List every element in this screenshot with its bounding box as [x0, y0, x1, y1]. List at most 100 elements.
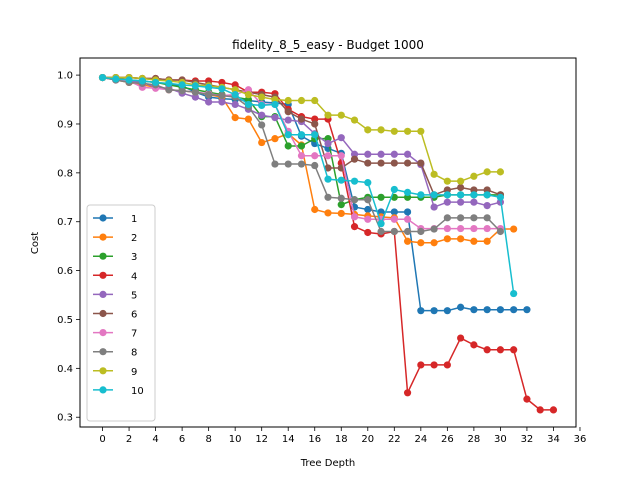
- legend-marker: [99, 252, 107, 260]
- legend: 1 2 3 4 5 6 7 8 9 10: [86, 204, 156, 422]
- legend-label: 3: [131, 252, 137, 263]
- legend-marker: [99, 233, 107, 241]
- data-point: [403, 237, 412, 245]
- data-point: [205, 83, 213, 91]
- data-point: [284, 108, 292, 116]
- data-point: [337, 194, 345, 202]
- legend-label: 8: [131, 348, 137, 359]
- data-point: [483, 346, 491, 354]
- data-point: [403, 215, 412, 223]
- legend-marker: [99, 367, 107, 375]
- data-point: [191, 88, 199, 96]
- data-point: [390, 208, 398, 216]
- data-point: [510, 225, 518, 233]
- data-point: [377, 126, 385, 134]
- data-point: [364, 215, 372, 223]
- x-tick-label: 22: [388, 434, 401, 445]
- data-point: [510, 306, 518, 314]
- data-point: [364, 159, 372, 167]
- x-tick-label: 34: [547, 434, 560, 445]
- y-tick-label: 0.4: [57, 364, 73, 375]
- data-point: [271, 114, 279, 122]
- data-point: [496, 227, 505, 236]
- data-point: [496, 346, 505, 354]
- data-point: [284, 116, 292, 124]
- x-tick-label: 32: [521, 434, 534, 445]
- data-point: [443, 307, 451, 315]
- x-tick-label: 28: [468, 434, 481, 445]
- data-point: [350, 155, 359, 163]
- data-point: [364, 228, 372, 237]
- x-tick-label: 26: [441, 434, 454, 445]
- data-point: [138, 77, 146, 85]
- data-point: [350, 177, 359, 185]
- data-point: [324, 193, 332, 201]
- x-tick-label: 30: [494, 434, 507, 445]
- y-tick-label: 0.3: [57, 413, 73, 424]
- y-tick-label: 0.7: [57, 217, 73, 228]
- data-point: [231, 100, 239, 109]
- data-point: [457, 177, 465, 185]
- legend-marker: [99, 386, 107, 394]
- data-point: [417, 239, 425, 247]
- legend-item: 5: [93, 290, 137, 301]
- legend-marker: [99, 214, 107, 222]
- x-tick-label: 16: [308, 434, 321, 445]
- legend-label: 4: [131, 271, 137, 282]
- data-point: [470, 191, 478, 199]
- data-point: [457, 224, 465, 233]
- data-point: [430, 239, 438, 247]
- data-point: [311, 96, 319, 105]
- series-10: [98, 73, 518, 298]
- data-point: [377, 159, 385, 167]
- x-tick-label: 12: [255, 434, 268, 445]
- legend-label: 1: [131, 214, 137, 225]
- data-point: [457, 334, 465, 342]
- data-point: [457, 235, 465, 243]
- x-tick-label: 18: [335, 434, 348, 445]
- data-point: [258, 138, 266, 147]
- data-point: [364, 196, 372, 204]
- data-point: [297, 96, 306, 105]
- x-tick-label: 36: [574, 434, 587, 445]
- data-point: [430, 170, 438, 178]
- legend-item: 7: [93, 329, 137, 340]
- data-point: [377, 150, 385, 158]
- plot-area: [98, 73, 558, 414]
- plot-frame: [79, 57, 577, 428]
- data-point: [337, 176, 345, 184]
- data-point: [324, 111, 332, 119]
- data-point: [377, 193, 385, 201]
- data-point: [457, 183, 465, 192]
- data-point: [483, 237, 491, 245]
- data-point: [165, 79, 173, 88]
- data-point: [297, 152, 306, 160]
- data-point: [271, 100, 279, 109]
- data-point: [178, 81, 186, 89]
- data-point: [496, 193, 505, 201]
- data-point: [403, 159, 412, 167]
- y-axis: 0.3 0.4 0.5 0.6 0.7 0.8 0.9 1.0: [57, 71, 80, 424]
- y-tick-label: 0.8: [57, 168, 73, 179]
- data-point: [470, 237, 478, 245]
- data-point: [284, 142, 292, 150]
- legend-item: 3: [93, 252, 137, 263]
- data-point: [218, 85, 226, 93]
- legend-item: 1: [93, 214, 137, 225]
- x-tick-label: 24: [414, 434, 427, 445]
- legend-marker: [99, 271, 107, 279]
- data-point: [324, 175, 332, 183]
- data-point: [218, 98, 226, 106]
- legend-label: 5: [131, 290, 137, 301]
- data-point: [430, 361, 438, 369]
- data-point: [377, 227, 385, 236]
- data-point: [403, 150, 412, 158]
- data-point: [523, 395, 531, 403]
- data-point: [536, 406, 544, 414]
- data-point: [337, 209, 345, 218]
- data-point: [390, 159, 398, 167]
- data-point: [443, 361, 451, 369]
- data-point: [417, 127, 425, 135]
- legend-item: 8: [93, 348, 137, 359]
